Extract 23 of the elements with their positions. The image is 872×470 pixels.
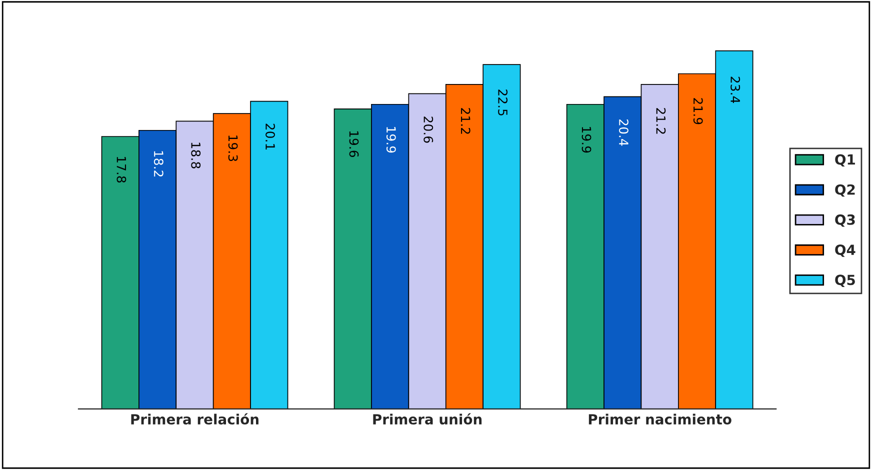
data-label: 18.8	[191, 142, 201, 168]
data-label: 20.4	[618, 119, 628, 146]
data-label: 21.2	[461, 108, 470, 134]
x-tick-label: Primer nacimiento	[588, 414, 732, 425]
data-label: 19.6	[349, 131, 359, 157]
data-label: 18.2	[154, 151, 164, 176]
data-label: 21.9	[693, 98, 703, 124]
x-tick-label: Primera unión	[373, 413, 482, 425]
data-label: 23.4	[730, 76, 740, 104]
legend-label: Q3	[835, 214, 855, 227]
data-label: 17.8	[116, 156, 126, 183]
data-label: 20.1	[266, 124, 275, 150]
legend-label: Q1	[835, 154, 855, 167]
data-label: 19.9	[582, 127, 592, 153]
x-tick-label: Primera relación	[131, 413, 258, 425]
legend-label: Q4	[835, 244, 856, 257]
legend-label: Q2	[835, 184, 855, 197]
data-label: 21.2	[656, 108, 666, 134]
data-label: 20.6	[424, 116, 434, 143]
data-label: 19.3	[228, 136, 238, 162]
legend-label: Q5	[835, 274, 855, 287]
data-label: 22.5	[498, 90, 508, 116]
data-label: 19.9	[386, 127, 396, 153]
